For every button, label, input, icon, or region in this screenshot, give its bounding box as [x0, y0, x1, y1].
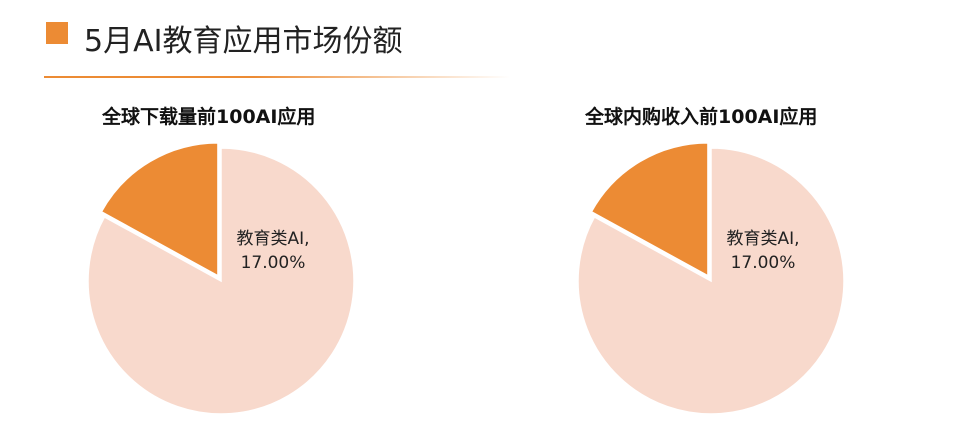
- pie-slice-education-ai: [590, 142, 709, 278]
- slice-label-name: 教育类AI,: [236, 229, 309, 249]
- pie-chart-revenue: 教育类AI, 17.00%: [577, 142, 845, 415]
- chart-title-revenue: 全球内购收入前100AI应用: [585, 106, 818, 128]
- slice-label-name: 教育类AI,: [726, 229, 799, 249]
- header-accent-square: [46, 22, 68, 44]
- slice-label-value: 17.00%: [241, 253, 306, 273]
- chart-title-downloads: 全球下载量前100AI应用: [102, 106, 316, 128]
- page-title: 5月AI教育应用市场份额: [84, 24, 403, 59]
- slice-label-value: 17.00%: [731, 253, 796, 273]
- pie-chart-downloads: 教育类AI, 17.00%: [87, 142, 355, 415]
- pie-slice-education-ai: [100, 142, 219, 278]
- pie-slice-other: [577, 147, 845, 415]
- pie-slice-other: [87, 147, 355, 415]
- header-divider: [44, 76, 510, 78]
